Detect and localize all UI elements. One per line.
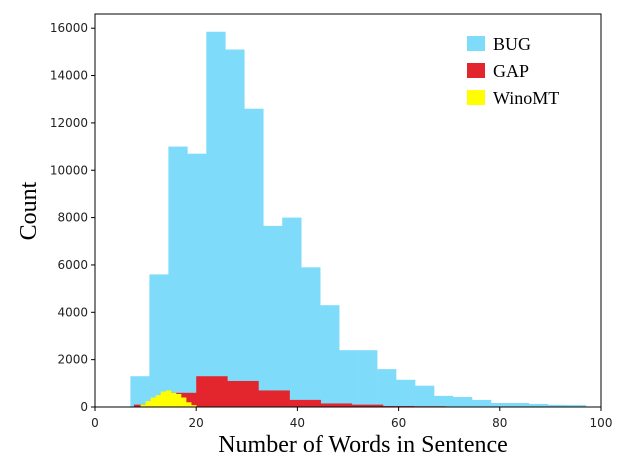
histogram-bar (191, 405, 197, 407)
y-tick-label: 0 (80, 400, 88, 414)
y-tick-label: 4000 (57, 305, 88, 319)
histogram-bar (244, 108, 264, 407)
histogram-bar (320, 403, 353, 407)
histogram-bar (320, 305, 340, 407)
y-tick-label: 6000 (57, 258, 88, 272)
histogram-bar (150, 397, 157, 407)
legend-label: BUG (493, 34, 531, 54)
legend-swatch (467, 36, 485, 51)
histogram-bar (351, 404, 384, 407)
y-tick-label: 12000 (50, 116, 88, 130)
histogram-bar (339, 350, 359, 407)
x-tick-label: 20 (189, 416, 204, 430)
histogram-bar (187, 153, 207, 407)
histogram-bar (434, 395, 454, 407)
histogram-bar (140, 404, 146, 407)
histogram-bar (566, 405, 587, 407)
histogram-bar (282, 217, 302, 407)
histogram-bar (130, 376, 150, 407)
histogram-bar (396, 379, 416, 407)
x-axis-label: Number of Words in Sentence (218, 432, 508, 458)
histogram-bar (377, 369, 397, 407)
histogram-bar (471, 399, 492, 407)
x-tick-label: 80 (492, 416, 507, 430)
histogram-bar (149, 274, 169, 407)
histogram-bar (258, 390, 290, 407)
histogram-bar (165, 390, 172, 407)
x-tick-label: 0 (91, 416, 99, 430)
histogram-bar (155, 395, 162, 407)
histogram-bar (415, 385, 435, 407)
histogram-bar (186, 402, 192, 407)
legend-swatch (467, 63, 485, 78)
histogram-bar (227, 380, 259, 407)
plot-frame (94, 13, 602, 408)
histogram-bar (509, 402, 530, 407)
y-axis-label: Count (16, 181, 42, 240)
y-tick-label: 10000 (50, 163, 88, 177)
y-tick-label: 14000 (50, 69, 88, 83)
legend-label: GAP (493, 61, 529, 81)
x-tick-label: 40 (290, 416, 305, 430)
histogram-bar (170, 392, 177, 407)
histogram-bar (528, 403, 549, 407)
legend-label: WinoMT (493, 88, 559, 108)
y-tick-label: 8000 (57, 211, 88, 225)
histogram-bar (490, 402, 511, 407)
y-tick-label: 16000 (50, 21, 88, 35)
legend-swatch (467, 90, 485, 105)
histogram-bar (358, 350, 378, 407)
histogram-bar (181, 397, 187, 407)
histogram-bar (206, 31, 226, 408)
histogram-bar (145, 401, 151, 407)
histogram-bar (168, 146, 188, 407)
histogram-bar (263, 225, 283, 407)
histogram-bar (225, 49, 245, 407)
histogram-bar (452, 397, 473, 407)
histogram-bar (175, 393, 182, 407)
histogram-bar (196, 376, 228, 407)
histogram-bar (301, 267, 321, 407)
x-tick-label: 60 (391, 416, 406, 430)
x-tick-label: 100 (590, 416, 613, 430)
y-tick-label: 2000 (57, 353, 88, 367)
histogram-bar (289, 399, 321, 407)
histogram-bar (160, 391, 167, 407)
histogram-bar (547, 404, 568, 407)
